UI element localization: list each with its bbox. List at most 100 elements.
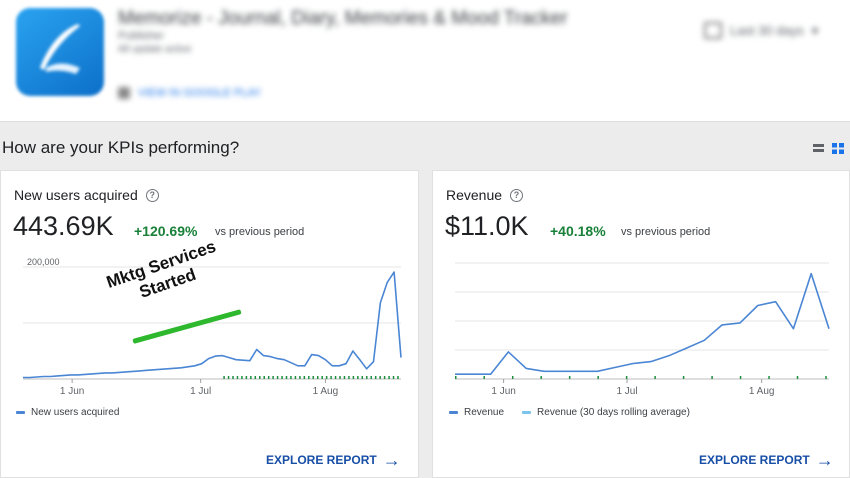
arrow-right-icon: → [815,450,834,470]
chart-legend: Revenue Revenue (30 days rolling average… [449,407,690,418]
baseline-tick [254,376,257,379]
legend-swatch [522,411,532,414]
baseline-tick [739,376,742,379]
legend-swatch [16,411,25,414]
baseline-tick [374,376,377,379]
arrow-right-icon: → [382,450,401,470]
baseline-tick [227,376,230,379]
help-icon[interactable]: ? [510,188,524,202]
explore-report-button[interactable]: EXPLORE REPORT → [699,450,834,470]
date-range-label: Last 30 days [730,23,804,38]
baseline-tick [357,376,359,379]
baseline-tick [330,376,332,379]
x-tick-label: 1 Jul [616,386,637,397]
baseline-tick [267,376,270,379]
x-tick-label: 1 Jun [491,386,515,397]
baseline-tick [768,376,770,379]
baseline-tick [455,376,457,379]
baseline-tick [568,376,571,379]
baseline-tick [397,376,399,379]
baseline-tick [388,376,390,379]
baseline-tick [352,376,355,379]
baseline-tick [483,376,485,379]
baseline-tick [379,376,381,379]
baseline-tick [654,376,656,379]
baseline-tick [540,376,542,379]
baseline-tick [276,376,279,379]
baseline-tick [325,376,328,379]
baseline-tick [339,376,341,379]
baseline-tick [223,376,225,379]
legend-label: Revenue (30 days rolling average) [537,407,690,418]
explore-report-label: EXPLORE REPORT [699,453,810,467]
app-developer: Publisher [118,30,164,42]
baseline-tick [272,376,274,379]
app-header: Memorize - Journal, Diary, Memories & Mo… [0,0,850,122]
y-tick-label: 200,000 [27,257,60,267]
kpi-change: +40.18% [550,223,606,239]
baseline-tick [290,376,292,379]
baseline-tick [263,376,265,379]
kpi-heading: How are your KPIs performing? [2,138,240,157]
new-users-chart: 200,000 1 Jun 1 Jul 1 Aug [23,257,402,397]
x-tick-label: 1 Jul [190,386,211,397]
revenue-card: Revenue ? $11.0K +40.18% vs previous per… [432,170,850,478]
baseline-tick [825,376,827,379]
app-title: Memorize - Journal, Diary, Memories & Mo… [118,8,568,29]
kpi-change: +120.69% [134,223,198,239]
help-icon[interactable]: ? [145,188,159,202]
baseline-tick [361,376,364,379]
x-tick-label: 1 Aug [313,386,339,397]
series-line [455,272,830,375]
baseline-tick [281,376,283,379]
chart-legend: New users acquired [16,407,119,418]
baseline-tick [597,376,599,379]
card-title-label: Revenue [446,187,503,203]
kpi-change-suffix: vs previous period [621,226,711,238]
baseline-tick [299,376,301,379]
card-title-label: New users acquired [14,187,138,203]
baseline-tick [348,376,350,379]
google-play-icon [118,87,130,99]
revenue-chart: 1 Jun 1 Jul 1 Aug [455,262,830,397]
baseline-tick [294,376,297,379]
date-range-picker[interactable]: Last 30 days ▾ [704,22,818,39]
baseline-tick [321,376,323,379]
calendar-icon [704,22,722,39]
baseline-tick [343,376,346,379]
legend-label: Revenue [464,407,505,418]
baseline-tick [259,376,261,379]
card-title: New users acquired ? [14,187,159,203]
baseline-tick [334,376,337,379]
card-title: Revenue ? [446,187,524,203]
list-view-icon[interactable] [813,143,824,153]
new-users-card: New users acquired ? 443.69K +120.69% vs… [0,170,419,478]
grid-view-icon[interactable] [832,143,844,154]
baseline-tick [370,376,372,379]
baseline-tick [711,376,713,379]
baseline-tick [392,376,395,379]
x-tick-label: 1 Jun [60,386,84,397]
baseline-tick [303,376,306,379]
baseline-tick [232,376,234,379]
legend-label: New users acquired [31,407,120,418]
baseline-tick [366,376,368,379]
baseline-tick [511,376,514,379]
x-tick-label: 1 Aug [749,386,775,397]
view-in-google-play-link[interactable]: VIEW IN GOOGLE PLAY [118,87,261,99]
explore-report-button[interactable]: EXPLORE REPORT → [266,450,401,470]
baseline-tick [236,376,239,379]
store-link-label: VIEW IN GOOGLE PLAY [138,87,262,99]
chevron-down-icon: ▾ [811,22,819,38]
baseline-tick [245,376,248,379]
quill-icon [40,24,80,74]
baseline-tick [250,376,252,379]
series-line [23,271,402,379]
explore-report-label: EXPLORE REPORT [266,453,377,467]
baseline-tick [383,376,386,379]
baseline-tick [625,376,628,379]
baseline-tick [312,376,315,379]
legend-swatch [449,411,458,414]
kpi-value: 443.69K [13,211,114,241]
app-subtitle: All update active [118,44,192,55]
